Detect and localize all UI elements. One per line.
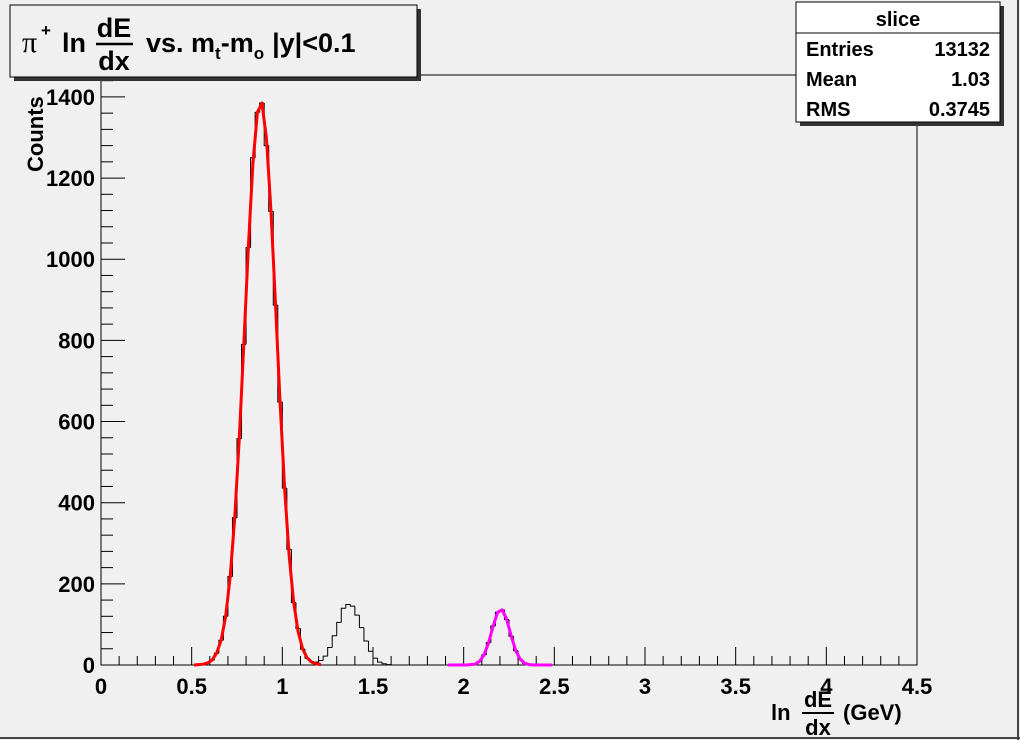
histogram-bin (358, 615, 364, 629)
histogram-bin (336, 621, 342, 636)
title-sub: t (215, 44, 221, 63)
title-part: -m (221, 28, 254, 58)
y-tick-label: 600 (58, 410, 95, 435)
title-part: |y|<0.1 (272, 28, 355, 58)
histogram-bin (372, 651, 378, 659)
stats-title: slice (876, 9, 920, 31)
histogram-bin (327, 647, 333, 657)
title-box (9, 4, 418, 78)
histogram-bin (363, 627, 369, 642)
x-tick-label: 2.5 (539, 674, 570, 699)
y-tick-label: 800 (58, 328, 95, 353)
title-symbol: π (22, 26, 37, 59)
histogram-bin (386, 663, 392, 666)
title-sup: + (41, 21, 51, 40)
x-label-unit: (GeV) (843, 700, 902, 725)
title-ln: ln (62, 28, 86, 58)
x-tick-label: 0 (95, 674, 107, 699)
stats-value: 1.03 (951, 69, 990, 91)
title-numerator: dE (97, 13, 132, 43)
histogram-bin (340, 607, 346, 623)
x-tick-label: 3.5 (720, 674, 751, 699)
histogram-bin (354, 606, 360, 616)
stats-rows: Entries 13132 Mean 1.03 RMS 0.3745 (806, 39, 990, 121)
stats-label: Mean (806, 69, 857, 91)
y-tick-label: 200 (58, 572, 95, 597)
stats-value: 13132 (934, 39, 990, 61)
fit-curve (447, 608, 553, 667)
x-tick-label: 1 (276, 674, 288, 699)
title-text: vs. mt-mo |y|<0.1 (146, 28, 356, 63)
x-label-denominator: dx (805, 715, 831, 740)
stats-value: 0.3745 (929, 99, 990, 121)
histogram-bin (381, 662, 387, 665)
fit-curve (193, 101, 322, 667)
y-tick-label: 1000 (46, 247, 95, 272)
x-tick-label: 1.5 (358, 674, 389, 699)
x-tick-label: 2 (458, 674, 470, 699)
histogram-bin (331, 635, 337, 648)
title-sub: o (254, 44, 264, 63)
plot-area: 0 0.5 1 1.5 2 2.5 3 3.5 4 4.5 0 200 400 600 800 1000 120… (46, 75, 932, 699)
histogram-bin (322, 655, 328, 661)
x-tick-label: 3 (639, 674, 651, 699)
histogram-bin (349, 604, 355, 607)
x-label-numerator: dE (804, 687, 832, 712)
histogram-bin (367, 641, 373, 652)
x-tick-label: 4.5 (902, 674, 933, 699)
stats-label: Entries (806, 39, 874, 61)
title-part: vs. m (146, 28, 215, 58)
x-label-ln: ln (771, 700, 791, 725)
stats-label: RMS (806, 99, 850, 121)
title-denominator: dx (98, 46, 130, 76)
histogram-bin (318, 660, 324, 663)
y-tick-label: 400 (58, 491, 95, 516)
y-tick-label: 1400 (46, 85, 95, 110)
y-axis-label: Counts (23, 96, 48, 172)
y-tick-label: 1200 (46, 166, 95, 191)
y-tick-label: 0 (83, 653, 95, 678)
histogram-bin (345, 604, 351, 609)
x-tick-label: 0.5 (176, 674, 207, 699)
x-tick-label: 4 (820, 674, 833, 699)
histogram-bin (377, 658, 383, 663)
stats-box (795, 1, 1001, 123)
